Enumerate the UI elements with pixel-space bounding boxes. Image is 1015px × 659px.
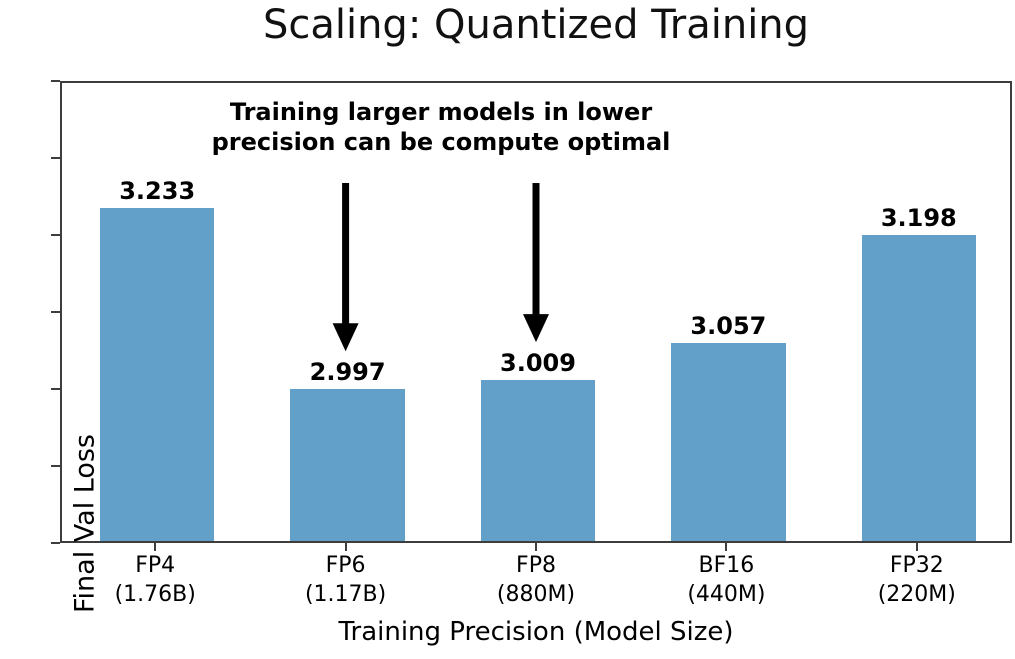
x-tick-label-precision: FP4 <box>135 553 176 578</box>
x-tick-label: FP8 (880M) <box>497 551 575 609</box>
chart-title: Scaling: Quantized Training <box>262 2 810 48</box>
x-tick-label: FP4 (1.76B) <box>115 551 196 609</box>
y-tick <box>51 311 60 313</box>
x-tick-label: BF16 (440M) <box>687 551 765 609</box>
x-axis-label: Training Precision (Model Size) <box>338 617 734 647</box>
y-tick <box>51 542 60 544</box>
y-tick <box>51 80 60 82</box>
bar <box>861 234 976 541</box>
bar <box>671 343 786 541</box>
x-tick <box>344 543 347 551</box>
bar-value-label: 3.057 <box>690 312 767 341</box>
y-axis-label: Final Val Loss <box>69 433 101 614</box>
x-tick-label-precision: FP8 <box>516 553 556 578</box>
x-tick-label-precision: FP32 <box>889 553 944 578</box>
x-tick-label-precision: FP6 <box>325 553 366 578</box>
y-tick <box>51 234 60 236</box>
x-tick-label-size: (440M) <box>687 582 766 607</box>
annotation-line-1: Training larger models in lower <box>229 98 653 126</box>
x-tick-label-size: (1.76B) <box>114 582 196 607</box>
y-tick <box>51 388 60 390</box>
bar-value-label: 2.997 <box>309 358 386 387</box>
bar-value-label: 3.233 <box>119 176 196 205</box>
x-tick-label-size: (220M) <box>877 582 956 607</box>
x-tick-label-size: (880M) <box>496 582 576 607</box>
bar-value-label: 3.009 <box>500 349 576 378</box>
y-tick <box>51 157 60 159</box>
annotation-line-2: precision can be compute optimal <box>211 128 671 156</box>
x-tick-label-size: (1.17B) <box>304 582 387 607</box>
annotation-text: Training larger models in lower precisio… <box>212 97 671 157</box>
bar <box>100 207 215 541</box>
plot-area: Final Val Loss 3.233 2.997 3.009 3.057 3.198 <box>60 81 1012 613</box>
bar <box>480 380 596 541</box>
x-tick <box>915 543 918 551</box>
x-tick <box>725 543 728 551</box>
x-tick-label: FP6 (1.17B) <box>305 551 386 609</box>
x-tick-label: FP32 (220M) <box>878 551 956 609</box>
bar-value-label: 3.198 <box>880 203 957 232</box>
x-tick-label-precision: BF16 <box>698 553 755 578</box>
x-tick <box>154 543 157 551</box>
y-tick <box>51 465 60 467</box>
bar <box>290 389 405 541</box>
x-tick <box>535 543 537 551</box>
